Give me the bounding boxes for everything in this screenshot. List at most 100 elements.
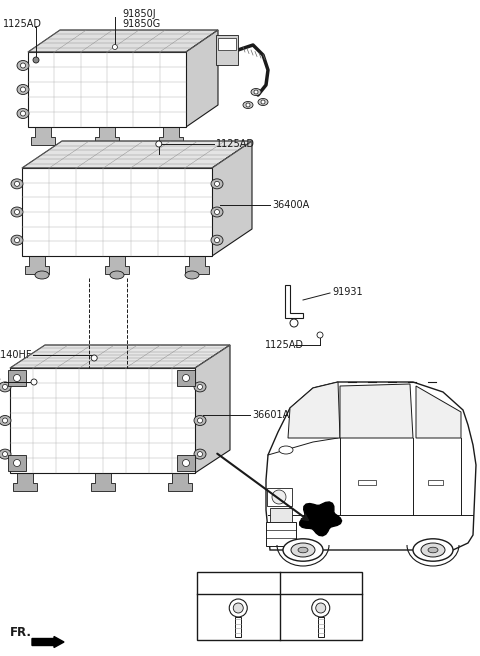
Polygon shape bbox=[288, 382, 340, 438]
Polygon shape bbox=[105, 256, 129, 274]
Circle shape bbox=[272, 490, 286, 504]
Circle shape bbox=[91, 355, 97, 361]
Bar bbox=[235, 617, 241, 637]
Polygon shape bbox=[28, 52, 186, 127]
Text: 11403C: 11403C bbox=[219, 578, 257, 588]
Circle shape bbox=[31, 379, 37, 385]
Circle shape bbox=[229, 599, 247, 617]
Circle shape bbox=[197, 384, 203, 390]
Polygon shape bbox=[10, 345, 230, 368]
Circle shape bbox=[14, 237, 20, 243]
Polygon shape bbox=[212, 141, 252, 256]
Circle shape bbox=[21, 87, 25, 92]
Bar bbox=[266, 522, 296, 546]
Circle shape bbox=[254, 90, 258, 94]
Polygon shape bbox=[195, 345, 230, 473]
Circle shape bbox=[13, 459, 21, 466]
Circle shape bbox=[290, 319, 298, 327]
Polygon shape bbox=[416, 386, 461, 438]
Polygon shape bbox=[266, 382, 476, 550]
Polygon shape bbox=[95, 127, 119, 145]
Ellipse shape bbox=[17, 60, 29, 70]
Ellipse shape bbox=[211, 235, 223, 245]
Polygon shape bbox=[285, 285, 303, 318]
Circle shape bbox=[197, 418, 203, 423]
Circle shape bbox=[233, 603, 243, 613]
Bar bbox=[218, 38, 236, 50]
Ellipse shape bbox=[0, 382, 11, 392]
Circle shape bbox=[112, 45, 118, 49]
Circle shape bbox=[215, 181, 219, 186]
Circle shape bbox=[316, 603, 326, 613]
Circle shape bbox=[197, 451, 203, 457]
Circle shape bbox=[14, 209, 20, 215]
Circle shape bbox=[215, 209, 219, 215]
Ellipse shape bbox=[279, 446, 293, 454]
Bar bbox=[177, 455, 195, 471]
Ellipse shape bbox=[291, 543, 315, 557]
Ellipse shape bbox=[211, 179, 223, 189]
Polygon shape bbox=[340, 384, 413, 438]
Ellipse shape bbox=[283, 539, 323, 561]
Text: FR.: FR. bbox=[10, 626, 32, 638]
Ellipse shape bbox=[194, 415, 206, 426]
Ellipse shape bbox=[243, 102, 253, 108]
Circle shape bbox=[14, 181, 20, 186]
Text: 1125AD: 1125AD bbox=[265, 340, 304, 350]
Circle shape bbox=[156, 141, 162, 147]
Circle shape bbox=[13, 375, 21, 382]
Ellipse shape bbox=[258, 98, 268, 106]
Polygon shape bbox=[186, 30, 218, 127]
Ellipse shape bbox=[194, 382, 206, 392]
Ellipse shape bbox=[211, 207, 223, 217]
Polygon shape bbox=[91, 473, 115, 491]
Ellipse shape bbox=[11, 235, 23, 245]
Ellipse shape bbox=[194, 449, 206, 459]
Polygon shape bbox=[168, 473, 192, 491]
Ellipse shape bbox=[0, 449, 11, 459]
Ellipse shape bbox=[185, 271, 199, 279]
Bar bbox=[428, 480, 443, 485]
Bar bbox=[197, 572, 362, 640]
Ellipse shape bbox=[428, 547, 438, 553]
Ellipse shape bbox=[251, 89, 261, 96]
Circle shape bbox=[246, 103, 250, 107]
Circle shape bbox=[182, 375, 190, 382]
Polygon shape bbox=[25, 256, 49, 274]
Text: 91850G: 91850G bbox=[123, 19, 161, 29]
Ellipse shape bbox=[17, 85, 29, 94]
Ellipse shape bbox=[298, 547, 308, 553]
Text: 36601A: 36601A bbox=[252, 410, 289, 420]
Ellipse shape bbox=[17, 108, 29, 119]
Ellipse shape bbox=[35, 271, 49, 279]
Polygon shape bbox=[22, 141, 252, 168]
Text: 1140HF: 1140HF bbox=[0, 350, 32, 360]
Circle shape bbox=[21, 111, 25, 116]
Text: 36400A: 36400A bbox=[272, 200, 309, 210]
Text: 1125AD: 1125AD bbox=[216, 139, 255, 149]
Circle shape bbox=[317, 332, 323, 338]
Ellipse shape bbox=[110, 271, 124, 279]
Polygon shape bbox=[10, 368, 195, 473]
Ellipse shape bbox=[0, 415, 11, 426]
Polygon shape bbox=[22, 168, 212, 256]
Bar bbox=[267, 488, 292, 506]
Bar bbox=[270, 508, 292, 522]
Text: 1140ER: 1140ER bbox=[0, 377, 2, 387]
Polygon shape bbox=[185, 256, 209, 274]
Bar bbox=[8, 455, 26, 471]
Polygon shape bbox=[31, 127, 55, 145]
Polygon shape bbox=[28, 30, 218, 52]
Circle shape bbox=[261, 100, 265, 104]
Circle shape bbox=[215, 237, 219, 243]
Polygon shape bbox=[13, 473, 37, 491]
Circle shape bbox=[33, 57, 39, 63]
Text: 91850J: 91850J bbox=[123, 9, 156, 19]
Circle shape bbox=[182, 459, 190, 466]
Ellipse shape bbox=[413, 539, 453, 561]
Text: 1125AD: 1125AD bbox=[3, 19, 42, 29]
Bar bbox=[358, 480, 376, 485]
Ellipse shape bbox=[11, 179, 23, 189]
Circle shape bbox=[2, 384, 8, 390]
Bar bbox=[177, 370, 195, 386]
